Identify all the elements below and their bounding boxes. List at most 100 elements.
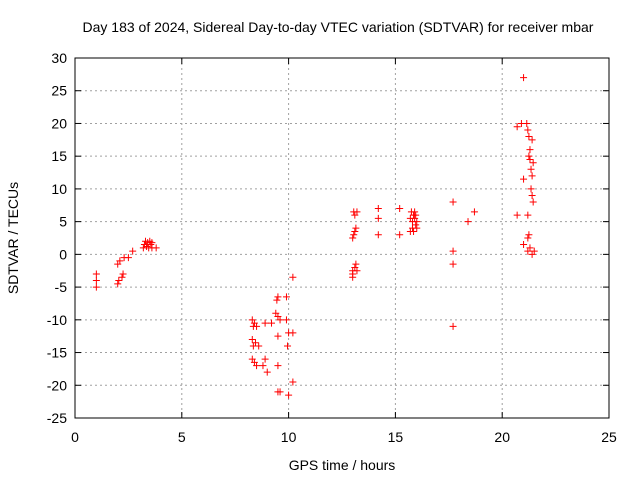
- data-point: [520, 241, 528, 249]
- data-point: [124, 254, 132, 262]
- ticks: 0 5 10 15 20 25 -25 -20 -15 -10 -5 0 5 10 15 20 25 30: [47, 50, 617, 445]
- y-tick-label: 10: [51, 181, 67, 197]
- y-tick-label: 20: [51, 115, 67, 131]
- y-tick-label: 0: [59, 246, 67, 262]
- data-point: [526, 244, 534, 252]
- data-point: [152, 244, 160, 252]
- data-point: [526, 146, 534, 154]
- chart-title: Day 183 of 2024, Sidereal Day-to-day VTE…: [83, 19, 594, 35]
- data-point: [352, 224, 360, 232]
- data-point: [410, 227, 418, 235]
- data-point: [276, 316, 284, 324]
- x-tick-label: 20: [494, 429, 510, 445]
- data-point: [148, 239, 156, 247]
- data-point: [374, 214, 382, 222]
- data-point: [529, 159, 537, 167]
- data-point: [119, 270, 127, 278]
- y-tick-label: -10: [47, 312, 67, 328]
- data-point: [284, 342, 292, 350]
- data-point: [276, 388, 284, 396]
- x-tick-label: 5: [178, 429, 186, 445]
- data-point: [528, 191, 536, 199]
- plot-frame: [74, 57, 610, 419]
- y-tick-label: -25: [47, 410, 67, 426]
- x-tick-label: 0: [71, 429, 79, 445]
- data-point: [524, 234, 532, 242]
- data-point: [353, 267, 361, 275]
- y-tick-label: 30: [51, 50, 67, 66]
- data-point: [92, 277, 100, 285]
- data-point: [411, 208, 419, 216]
- data-point: [528, 136, 536, 144]
- data-point: [527, 185, 535, 193]
- data-point: [449, 198, 457, 206]
- data-point: [259, 362, 267, 370]
- x-tick-label: 10: [281, 429, 297, 445]
- y-tick-label: 5: [59, 214, 67, 230]
- data-point: [289, 273, 297, 281]
- data-point: [529, 198, 537, 206]
- data-point: [413, 218, 421, 226]
- data-point: [524, 211, 532, 219]
- data-point: [523, 119, 531, 127]
- data-point: [449, 247, 457, 255]
- data-point: [274, 293, 282, 301]
- data-point: [268, 319, 276, 327]
- data-point: [261, 319, 269, 327]
- data-point: [525, 133, 533, 141]
- data-point: [449, 322, 457, 330]
- data-point: [530, 247, 538, 255]
- data-point: [116, 257, 124, 265]
- data-point: [524, 126, 532, 134]
- data-point: [520, 74, 528, 82]
- y-tick-label: -15: [47, 345, 67, 361]
- data-point: [253, 322, 261, 330]
- data-point: [396, 231, 404, 239]
- y-tick-label: -20: [47, 377, 67, 393]
- data-point: [114, 280, 122, 288]
- data-point: [527, 165, 535, 173]
- x-tick-label: 15: [388, 429, 404, 445]
- data-point: [520, 175, 528, 183]
- data-point: [289, 329, 297, 337]
- data-point: [525, 152, 533, 160]
- data-point: [282, 293, 290, 301]
- y-axis-label: SDTVAR / TECUs: [5, 182, 21, 294]
- data-point: [248, 335, 256, 343]
- data-point: [374, 231, 382, 239]
- data-point: [274, 332, 282, 340]
- data-point: [412, 221, 420, 229]
- data-point: [412, 211, 420, 219]
- data-point: [263, 368, 271, 376]
- data-point: [282, 316, 290, 324]
- data-point: [274, 362, 282, 370]
- y-tick-label: 25: [51, 83, 67, 99]
- data-point: [470, 208, 478, 216]
- y-tick-label: 15: [51, 148, 67, 164]
- data-point: [351, 227, 359, 235]
- data-point: [273, 296, 281, 304]
- data-point: [261, 355, 269, 363]
- data-point: [253, 362, 261, 370]
- x-tick-label: 25: [601, 429, 617, 445]
- data-point: [129, 247, 137, 255]
- data-point: [374, 205, 382, 213]
- data-point: [353, 208, 361, 216]
- x-axis-label: GPS time / hours: [289, 457, 396, 473]
- data-points: [92, 74, 538, 399]
- data-point: [251, 339, 259, 347]
- data-point: [526, 155, 534, 163]
- data-point: [413, 224, 421, 232]
- data-point: [464, 218, 472, 226]
- data-point: [349, 234, 357, 242]
- data-point: [285, 391, 293, 399]
- data-point: [513, 123, 521, 131]
- data-point: [118, 273, 126, 281]
- data-point: [350, 231, 358, 239]
- data-point: [115, 277, 123, 285]
- data-point: [396, 205, 404, 213]
- data-point: [513, 211, 521, 219]
- y-tick-label: -5: [55, 279, 68, 295]
- data-point: [352, 260, 360, 268]
